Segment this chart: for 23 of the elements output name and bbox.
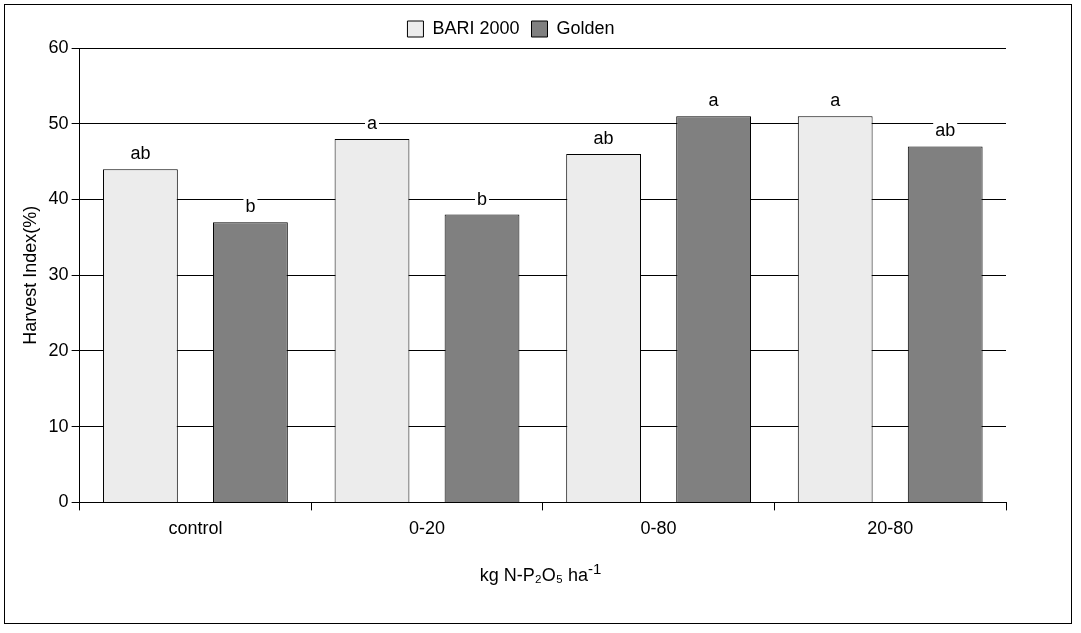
y-tick-label: 20 (48, 339, 69, 360)
x-tick-label: 0-80 (640, 518, 677, 539)
data-label: ab (130, 143, 151, 164)
y-tick-label: 10 (48, 415, 69, 436)
y-axis-title: Harvest Index(%) (19, 205, 40, 345)
data-label: b (245, 196, 256, 217)
legend-label: Golden (556, 17, 615, 38)
data-label: a (830, 90, 842, 111)
data-label: a (708, 90, 720, 111)
data-label: a (367, 112, 378, 133)
x-tick-label: 20-80 (867, 518, 914, 539)
legend-label: BARI 2000 (432, 17, 520, 38)
x-tick-label: control (168, 518, 223, 539)
y-tick-label: 30 (48, 264, 69, 285)
data-label: ab (935, 120, 956, 141)
y-tick-label: 0 (58, 491, 69, 512)
data-label: b (477, 188, 488, 209)
data-label: ab (593, 128, 614, 148)
y-tick-label: 40 (48, 188, 69, 209)
x-axis-title: kg N-P₂O₅ ha$^{-1}$ (478, 560, 603, 586)
y-tick-label: 50 (48, 112, 69, 133)
y-tick-label: 60 (48, 36, 69, 57)
x-tick-label: 0-20 (409, 518, 446, 539)
